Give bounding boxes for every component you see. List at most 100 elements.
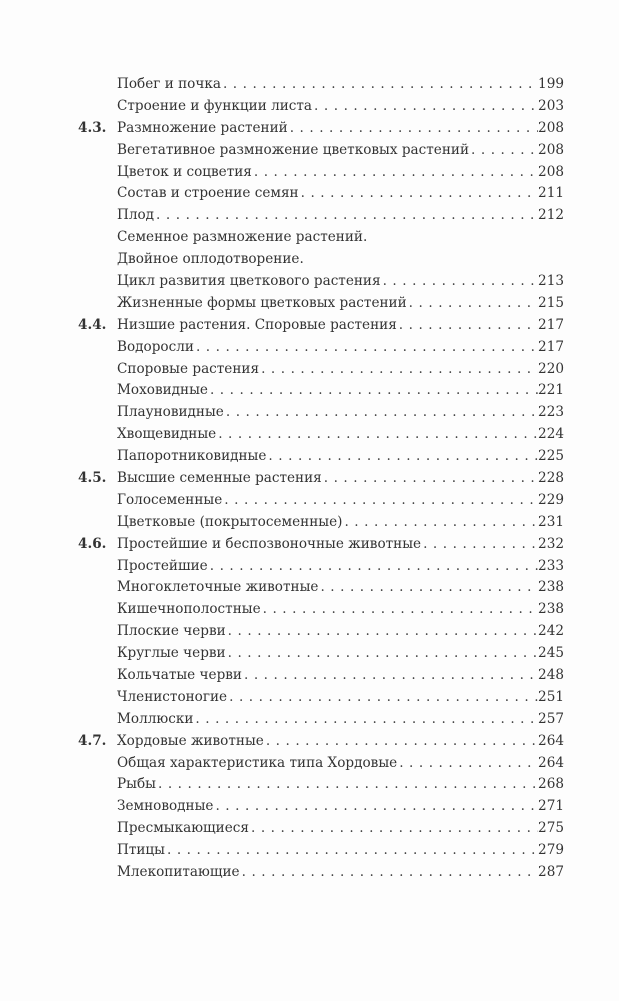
toc-entry: Птицы 279 xyxy=(78,839,564,861)
dot-leader xyxy=(227,689,538,705)
page-number: 199 xyxy=(538,75,564,92)
dot-leader xyxy=(226,623,538,639)
dot-leader xyxy=(224,404,538,420)
entry-title: Цикл развития цветкового растения xyxy=(117,272,381,289)
dot-leader xyxy=(397,317,538,333)
dot-leader xyxy=(216,426,538,442)
entry-title: Простейшие и беспозвоночные животные xyxy=(117,535,422,552)
page-number: 264 xyxy=(538,732,564,749)
toc-entry: Двойное оплодотворение. xyxy=(78,248,564,270)
toc-entry: Плоские черви 242 xyxy=(78,620,564,642)
dot-leader xyxy=(421,536,538,552)
toc-entry: Рыбы 268 xyxy=(78,774,564,796)
toc-entry: Млекопитающие 287 xyxy=(78,861,564,883)
dot-leader xyxy=(240,864,538,880)
dot-leader xyxy=(259,361,538,377)
entry-title: Членистоногие xyxy=(117,688,228,705)
entry-title: Низшие растения. Споровые растения xyxy=(117,316,397,333)
toc-section-entry: 4.3. Размножение растений 208 xyxy=(78,117,564,139)
entry-title: Вегетативное размножение цветковых расте… xyxy=(117,141,470,158)
dot-leader xyxy=(264,733,538,749)
entry-title: Голосеменные xyxy=(117,491,223,508)
entry-title: Высшие семенные растения xyxy=(117,469,322,486)
dot-leader xyxy=(322,470,538,486)
page-number: 220 xyxy=(538,360,564,377)
dot-leader xyxy=(156,776,538,792)
page-number: 233 xyxy=(538,557,564,574)
entry-title: Общая характеристика типа Хордовые xyxy=(117,754,398,771)
page-number: 213 xyxy=(538,272,564,289)
entry-title: Простейшие xyxy=(117,557,208,574)
page-number: 232 xyxy=(538,535,564,552)
toc-entry: Строение и функции листа 203 xyxy=(78,95,564,117)
toc-entry: Кишечнополостные 238 xyxy=(78,598,564,620)
section-number: 4.4. xyxy=(78,316,107,333)
page-number: 268 xyxy=(538,776,564,793)
page-number: 287 xyxy=(538,864,564,880)
toc-entry: Цветковые (покрытосеменные) 231 xyxy=(78,511,564,533)
entry-title: Плод xyxy=(117,207,155,224)
entry-title: Двойное оплодотворение. xyxy=(117,251,304,268)
toc-entry: Водоросли 217 xyxy=(78,336,564,358)
entry-title: Моллюски xyxy=(117,710,194,727)
toc-entry: Пресмыкающиеся 275 xyxy=(78,817,564,839)
dot-leader xyxy=(261,601,538,617)
toc-entry: Плауновидные 223 xyxy=(78,401,564,423)
section-number: 4.6. xyxy=(78,535,107,552)
entry-title: Кишечнополостные xyxy=(117,601,261,618)
page-number: 208 xyxy=(538,141,564,158)
toc-entry: Цикл развития цветкового растения 213 xyxy=(78,270,564,292)
dot-leader xyxy=(407,295,538,311)
toc-entry: Земноводные 271 xyxy=(78,795,564,817)
entry-title: Цветок и соцветия xyxy=(117,163,252,180)
toc-entry: Цветок и соцветия 208 xyxy=(78,161,564,183)
toc-entry: Плод 212 xyxy=(78,204,564,226)
dot-leader xyxy=(193,711,538,727)
dot-leader xyxy=(154,207,538,223)
page-number: 215 xyxy=(538,294,564,311)
entry-title: Млекопитающие xyxy=(117,864,240,880)
dot-leader xyxy=(249,820,538,836)
entry-title: Семенное размножение растений. xyxy=(117,229,368,246)
page-number: 275 xyxy=(538,820,564,837)
toc-entry: Хвощевидные 224 xyxy=(78,423,564,445)
dot-leader xyxy=(222,492,538,508)
toc-entry: Голосеменные 229 xyxy=(78,489,564,511)
entry-title: Плоские черви xyxy=(117,623,226,640)
section-number: 4.7. xyxy=(78,732,107,749)
toc-entry: Вегетативное размножение цветковых расте… xyxy=(78,139,564,161)
page-number: 217 xyxy=(538,316,564,333)
page-number: 223 xyxy=(538,404,564,421)
entry-title: Жизненные формы цветковых растений xyxy=(117,294,407,311)
dot-leader xyxy=(208,558,538,574)
page-number: 212 xyxy=(538,207,564,224)
toc-entry: Круглые черви 245 xyxy=(78,642,564,664)
entry-title: Многоклеточные животные xyxy=(117,579,319,596)
entry-title: Размножение растений xyxy=(117,119,288,136)
dot-leader xyxy=(213,798,538,814)
entry-title: Цветковые (покрытосеменные) xyxy=(117,513,343,530)
page-number: 217 xyxy=(538,338,564,355)
entry-title: Состав и строение семян xyxy=(117,185,299,202)
page-number: 221 xyxy=(538,382,564,399)
dot-leader xyxy=(342,514,538,530)
page-number: 264 xyxy=(538,754,564,771)
page-number: 225 xyxy=(538,448,564,465)
toc-entry: Членистоногие 251 xyxy=(78,686,564,708)
page-number: 251 xyxy=(538,688,564,705)
toc-entry: Кольчатые черви 248 xyxy=(78,664,564,686)
toc-entry: Моховидные 221 xyxy=(78,379,564,401)
dot-leader xyxy=(299,185,538,201)
toc-entry: Моллюски 257 xyxy=(78,708,564,730)
toc-entry: Папоротниковидные 225 xyxy=(78,445,564,467)
toc-entry: Побег и почка 199 xyxy=(78,73,564,95)
page-number: 224 xyxy=(538,426,564,443)
entry-title: Рыбы xyxy=(117,776,156,793)
toc-section-entry: 4.7. Хордовые животные 264 xyxy=(78,730,564,752)
dot-leader xyxy=(266,448,538,464)
entry-title: Строение и функции листа xyxy=(117,97,313,114)
page-number: 211 xyxy=(538,185,564,202)
dot-leader xyxy=(252,164,538,180)
entry-title: Папоротниковидные xyxy=(117,448,267,465)
dot-leader xyxy=(221,76,538,92)
